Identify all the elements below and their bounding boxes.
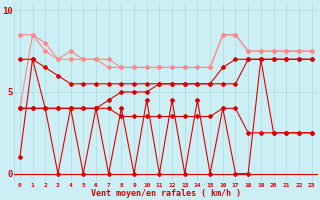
X-axis label: Vent moyen/en rafales ( km/h ): Vent moyen/en rafales ( km/h ): [91, 189, 241, 198]
